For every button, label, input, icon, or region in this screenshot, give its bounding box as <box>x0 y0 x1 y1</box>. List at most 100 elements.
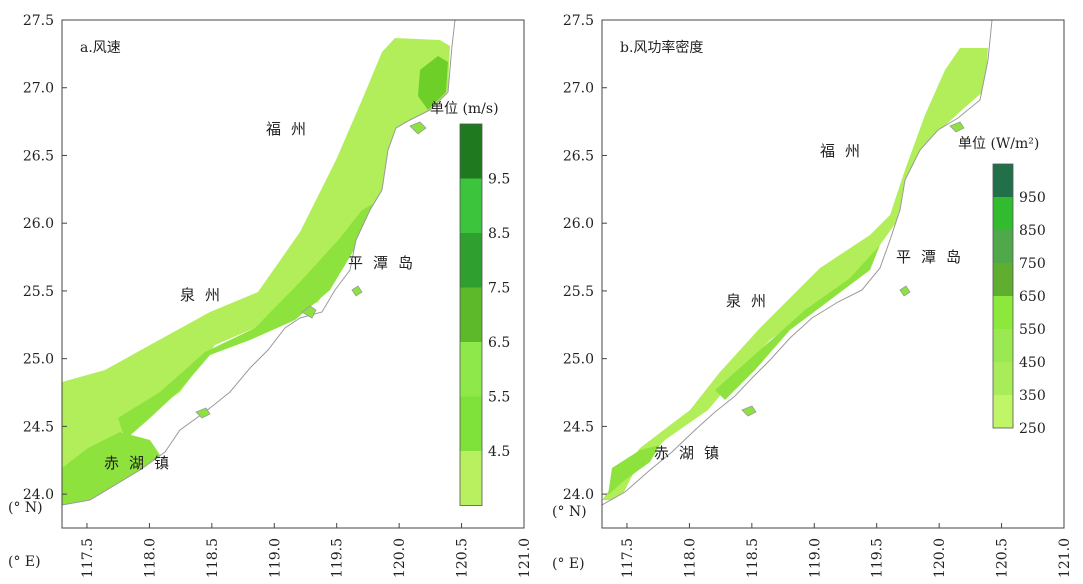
legend-swatch <box>993 395 1013 428</box>
coastline-b <box>602 20 1064 528</box>
panel-a-frame <box>61 19 525 529</box>
x-tick-label: 120.5 <box>455 538 471 578</box>
y-tick-label: 27.0 <box>563 81 594 97</box>
legend-label: 4.5 <box>488 444 510 460</box>
x-tick-label: 120.0 <box>392 538 408 578</box>
x-tick-label: 121.0 <box>517 538 533 578</box>
legend-swatch <box>993 197 1013 230</box>
y-tick-label: 26.0 <box>563 216 594 232</box>
legend-label: 950 <box>1019 190 1046 206</box>
wind-power-band-mid <box>715 245 880 400</box>
legend-swatch <box>993 362 1013 395</box>
panel-wind-speed: a.风速 9.58.57.56.55.54.5 单位 (m/s) 福州 平潭岛 … <box>61 19 525 529</box>
y-tick-label: 24.0 <box>563 487 594 503</box>
wind-speed-band-low <box>62 38 450 470</box>
x-tick-label: 120.0 <box>932 538 948 578</box>
x-tick-label: 117.5 <box>80 538 96 578</box>
x-tick-label: 119.5 <box>870 538 886 578</box>
x-tick-label: 118.0 <box>142 538 158 578</box>
legend-frame <box>459 123 483 506</box>
panel-b-title: b.风功率密度 <box>620 39 703 56</box>
place-quanzhou-a: 泉州 <box>180 286 230 304</box>
x-tick-label: 119.0 <box>807 538 823 578</box>
x-tick-label: 120.5 <box>995 538 1011 578</box>
wind-speed-band-mid-2 <box>62 432 160 505</box>
wind-power-unit-label: 单位 (W/m²) <box>958 136 1039 152</box>
legend-swatch <box>460 342 482 397</box>
wind-power-map-area <box>602 20 1064 528</box>
x-tick-label: 119.5 <box>330 538 346 578</box>
legend-swatch <box>993 230 1013 263</box>
y-tick-label: 26.5 <box>23 148 54 164</box>
legend-label: 550 <box>1019 322 1046 338</box>
coast-islands-b <box>741 121 965 417</box>
wind-speed-legend: 9.5 8.5 7.5 6.5 5.5 4.5 <box>459 123 510 506</box>
x-unit-b: (° E) <box>552 556 585 572</box>
legend-swatch <box>460 124 482 179</box>
y-tick-label: 27.5 <box>23 13 54 29</box>
x-tick-label: 118.5 <box>205 538 221 578</box>
coastline <box>62 20 524 528</box>
place-fuzhou-b: 福州 <box>820 142 870 160</box>
place-quanzhou-b: 泉州 <box>726 292 776 310</box>
x-tick-label: 118.5 <box>745 538 761 578</box>
panel-b-frame <box>601 19 1065 529</box>
legend-label: 850 <box>1019 223 1046 239</box>
y-tick-label: 24.5 <box>563 419 594 435</box>
wind-speed-band-high-north <box>418 56 448 110</box>
wind-speed-band-mid <box>118 200 380 440</box>
wind-speed-unit-label: 单位 (m/s) <box>430 101 499 117</box>
legend-label: 650 <box>1019 289 1046 305</box>
wind-power-band-mid-2 <box>608 445 660 495</box>
y-tick-label: 25.5 <box>563 284 594 300</box>
wind-power-legend: 950 850 750 650 550 450 350 250 <box>992 163 1046 437</box>
y-tick-label: 27.5 <box>563 13 594 29</box>
coast-islands <box>195 121 427 419</box>
place-pingtan-a: 平潭岛 <box>348 254 423 272</box>
legend-swatch <box>993 296 1013 329</box>
legend-swatch <box>993 329 1013 362</box>
legend-label: 750 <box>1019 256 1046 272</box>
legend-label: 350 <box>1019 388 1046 404</box>
legend-frame <box>992 163 1014 429</box>
x-tick-label: 121.0 <box>1057 538 1073 578</box>
place-pingtan-b: 平潭岛 <box>896 248 971 266</box>
wind-speed-map-area <box>62 20 524 528</box>
legend-swatch <box>460 396 482 451</box>
y-unit-b: (° N) <box>552 504 587 520</box>
y-tick-label: 24.5 <box>23 419 54 435</box>
legend-label: 9.5 <box>488 172 510 188</box>
y-tick-label: 27.0 <box>23 81 54 97</box>
legend-label: 450 <box>1019 355 1046 371</box>
panel-wind-power: b.风功率密度 950 850 750 650 550 450 350 250 单位 (W/m… <box>601 19 1065 529</box>
x-unit-a: (° E) <box>8 554 41 570</box>
x-tick-label: 117.5 <box>620 538 636 578</box>
y-tick-label: 25.5 <box>23 284 54 300</box>
legend-swatch <box>993 263 1013 296</box>
legend-label: 7.5 <box>488 281 510 297</box>
legend-swatch <box>460 178 482 233</box>
y-unit-a: (° N) <box>8 500 43 516</box>
place-chihu-b: 赤湖镇 <box>654 444 729 462</box>
y-tick-label: 26.0 <box>23 216 54 232</box>
legend-swatch <box>460 233 482 288</box>
x-tick-label: 119.0 <box>267 538 283 578</box>
x-tick-label: 118.0 <box>682 538 698 578</box>
legend-swatch <box>460 287 482 342</box>
place-chihu-a: 赤湖镇 <box>104 454 179 472</box>
legend-swatch <box>993 164 1013 197</box>
y-tick-label: 25.0 <box>563 352 594 368</box>
legend-label: 250 <box>1019 421 1046 437</box>
place-fuzhou-a: 福州 <box>266 120 316 138</box>
legend-label: 5.5 <box>488 390 510 406</box>
panel-a-title: a.风速 <box>80 40 121 56</box>
panel-b-axes: 27.5 27.0 26.5 26.0 25.5 25.0 24.5 24.0 117.5 118… <box>563 13 1073 578</box>
legend-swatch <box>460 451 482 506</box>
y-tick-label: 24.0 <box>23 487 54 503</box>
panel-a-axes: 27.5 27.0 26.5 26.0 25.5 25.0 24.5 24.0 117.5 118… <box>23 13 533 578</box>
legend-label: 6.5 <box>488 335 510 351</box>
legend-label: 8.5 <box>488 226 510 242</box>
y-tick-label: 26.5 <box>563 148 594 164</box>
y-tick-label: 25.0 <box>23 352 54 368</box>
